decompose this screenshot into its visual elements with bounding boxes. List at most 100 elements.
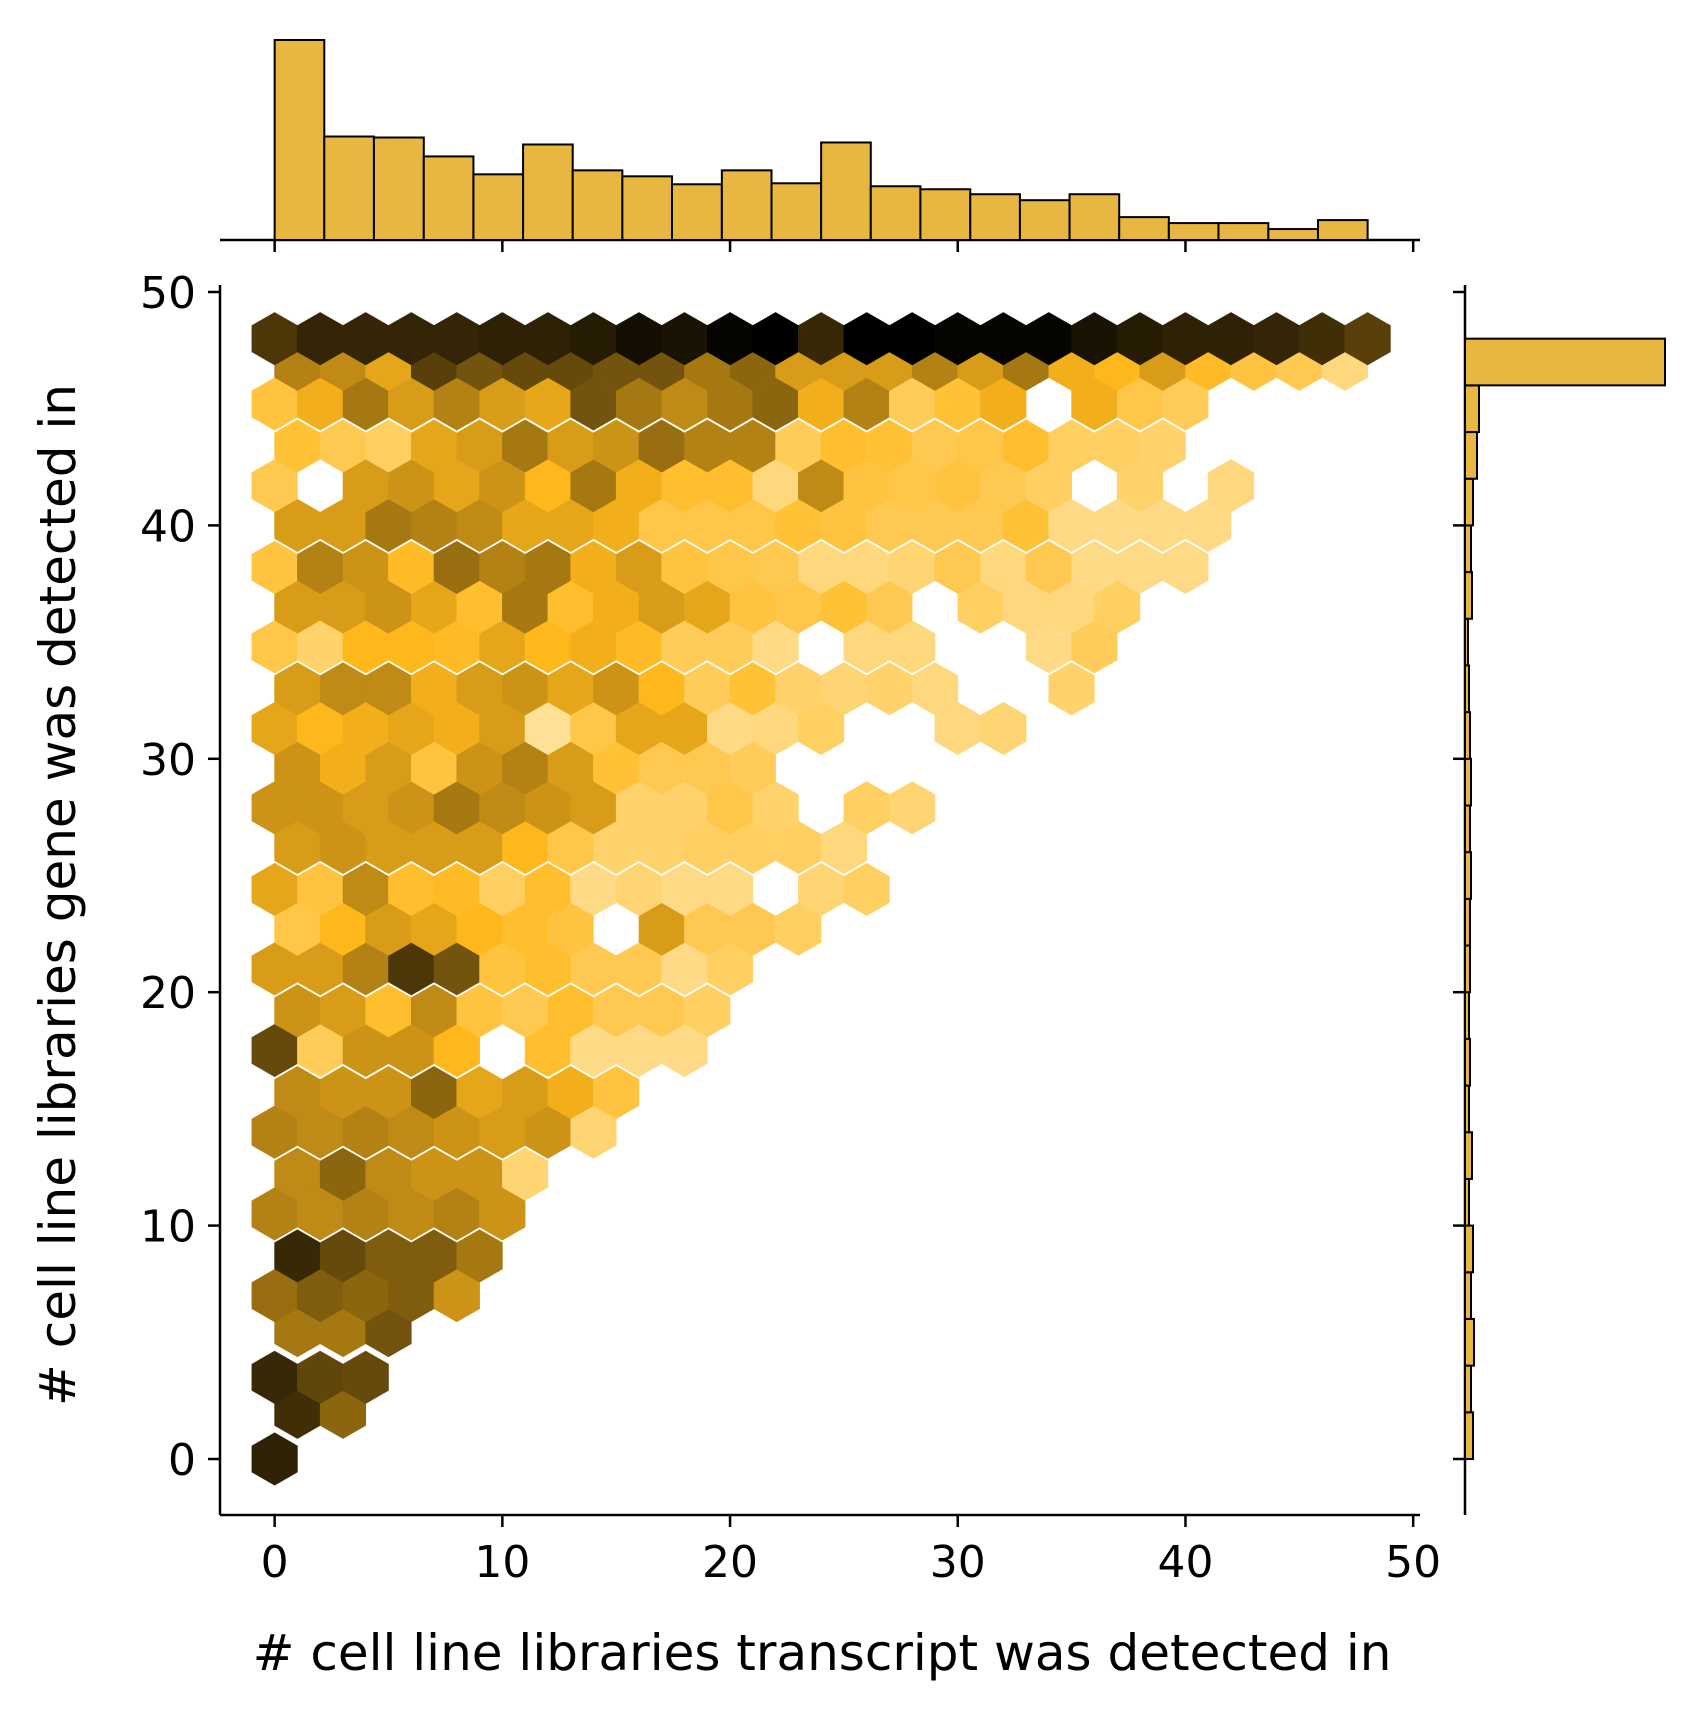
y-tick-label: 40 (140, 501, 196, 552)
top-hist-bar (621, 175, 673, 241)
right-hist-bar (1464, 804, 1471, 854)
hexbin-cell (570, 1105, 617, 1159)
y-tick-label: 30 (140, 735, 196, 786)
right-hist-bar (1464, 337, 1666, 387)
top-hist-bar (422, 155, 475, 241)
x-tick-label: 40 (1157, 1537, 1213, 1588)
top-hist-bar (919, 188, 972, 242)
right-hist-bar (1464, 897, 1471, 947)
hexbin-cell (1344, 312, 1391, 366)
right-hist-bar (1464, 384, 1480, 434)
top-hist-bar (372, 136, 425, 241)
top-hist-bar (869, 185, 922, 242)
hexbin-cell (684, 984, 731, 1038)
top-hist-bar (1018, 199, 1071, 241)
top-hist-bar (323, 135, 375, 241)
hexbin-cell (1025, 459, 1072, 513)
hexbin-cell (251, 459, 298, 513)
right-hist-bar (1464, 1411, 1474, 1460)
hexbin-cell (1185, 498, 1232, 552)
y-axis-title: # cell line libraries gene was detected … (29, 384, 87, 1406)
right-hist-bar (1464, 1084, 1470, 1134)
hexbin-cell (342, 1350, 389, 1404)
top-hist-bar (1167, 222, 1220, 242)
hexbin-layer (251, 312, 1391, 1486)
top-hist-bar (1217, 222, 1270, 242)
top-hist-bar (273, 39, 326, 241)
hexbin-cell (820, 820, 868, 875)
top-hist-bar (770, 182, 823, 242)
x-tick-label: 20 (702, 1537, 758, 1588)
hexbin-cell (752, 781, 799, 835)
right-hist-bar (1464, 524, 1472, 574)
top-hist-bar (720, 169, 773, 241)
hexbin-cell (980, 701, 1027, 755)
hexbin-cell (911, 662, 959, 716)
hexbin-cell (251, 1432, 298, 1486)
right-hist-bar (1464, 711, 1471, 760)
right-hist-bar (1464, 991, 1470, 1040)
top-hist-bar (472, 173, 525, 241)
hexbin-cell (729, 741, 776, 795)
hexbin-cell (479, 1187, 526, 1241)
x-tick-label: 30 (930, 1537, 986, 1588)
hexbin-cell (866, 580, 913, 634)
x-tick-label: 10 (474, 1537, 530, 1588)
hexbin-cell (752, 620, 799, 674)
right-hist-bar (1464, 477, 1474, 527)
hexbin-cell (433, 1269, 480, 1323)
hexbin-cell (1162, 377, 1209, 431)
hexbin-cell (502, 1147, 549, 1201)
top-hist-bar (1118, 216, 1170, 241)
right-hist-bar (1464, 757, 1472, 807)
hexbin-cell (1139, 419, 1186, 473)
hexbin-cell (843, 862, 890, 917)
top-hist-bar (1068, 193, 1121, 241)
top-hist-bar (1316, 219, 1369, 241)
top-marginal-histogram (220, 39, 1420, 252)
hexbin-cell (433, 1024, 480, 1078)
x-tick-label: 0 (261, 1537, 289, 1588)
x-axis-title: # cell line libraries transcript was det… (253, 1624, 1392, 1682)
right-hist-bar (1464, 431, 1478, 480)
right-marginal-histogram (1453, 285, 1666, 1515)
right-hist-bar (1464, 1224, 1474, 1274)
hexbin-cell (798, 701, 845, 755)
y-tick-label: 0 (168, 1435, 196, 1486)
right-hist-bar (1464, 617, 1469, 667)
hexbin-cell (889, 620, 936, 674)
hexbin-cell (456, 1229, 503, 1283)
right-hist-bar (1464, 1037, 1471, 1087)
hexbin-cell (866, 662, 913, 716)
hexbin-cell (1048, 662, 1095, 716)
axes-layer: 0 10 20 30 40 50 0 10 20 30 40 50 (140, 268, 1441, 1588)
right-hist-bar (1464, 1271, 1472, 1320)
hexbin-cell (1116, 459, 1163, 513)
hexbin-cell (547, 902, 594, 956)
top-hist-bar (670, 183, 723, 242)
top-hist-bar (820, 141, 872, 241)
hexbin-cell (706, 862, 754, 917)
hexbin-cell (889, 781, 936, 835)
right-hist-bar (1464, 664, 1470, 714)
y-tick-label: 10 (140, 1202, 196, 1253)
right-hist-bar (1464, 571, 1473, 620)
hexbin-cell (775, 902, 822, 956)
hexbin-cell (1094, 580, 1141, 634)
right-hist-bar (1464, 1317, 1475, 1367)
right-hist-bar (1464, 1131, 1473, 1180)
hexbin-cell (706, 942, 754, 996)
y-tick-label: 50 (140, 268, 196, 319)
hexbin-cell (661, 1024, 708, 1078)
top-hist-bar (1267, 228, 1319, 242)
top-hist-bar (522, 143, 574, 241)
x-tick-label: 50 (1385, 1537, 1441, 1588)
right-hist-bar (1464, 1177, 1470, 1227)
top-hist-bar (571, 169, 624, 241)
hexbin-cell (1162, 540, 1209, 594)
right-hist-bar (1464, 944, 1471, 994)
hexbin-cell (1071, 620, 1118, 674)
right-hist-bar (1464, 851, 1472, 900)
